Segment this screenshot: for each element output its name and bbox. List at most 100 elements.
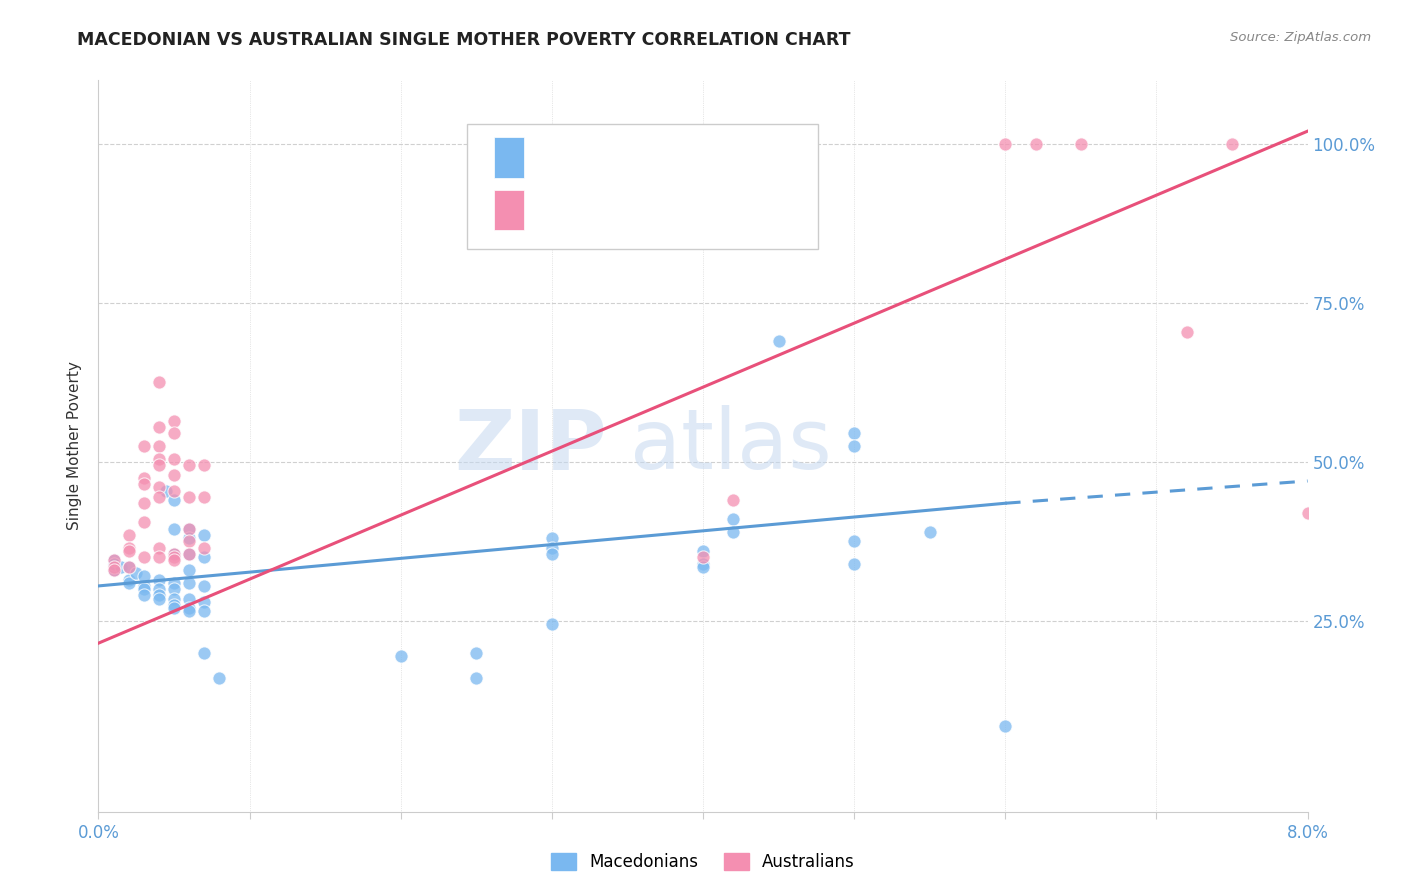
Point	[163, 467, 186, 482]
Point	[103, 553, 125, 567]
Point	[148, 480, 170, 494]
Point	[540, 547, 562, 561]
Point	[148, 573, 170, 587]
Point	[208, 671, 231, 685]
Point	[723, 512, 745, 526]
Text: Source: ZipAtlas.com: Source: ZipAtlas.com	[1230, 31, 1371, 45]
Legend: Macedonians, Australians: Macedonians, Australians	[543, 845, 863, 880]
Point	[132, 579, 155, 593]
Text: R = 0.269    N = 58: R = 0.269 N = 58	[537, 148, 700, 167]
Point	[163, 591, 186, 606]
Point	[148, 582, 170, 596]
Point	[193, 646, 215, 660]
Point	[389, 648, 412, 663]
Point	[132, 471, 155, 485]
Point	[844, 557, 866, 571]
Point	[103, 563, 125, 577]
Point	[132, 439, 155, 453]
FancyBboxPatch shape	[494, 137, 524, 178]
Point	[163, 553, 186, 567]
Point	[179, 531, 201, 545]
Point	[132, 569, 155, 583]
Point	[179, 575, 201, 590]
FancyBboxPatch shape	[494, 190, 524, 230]
Text: ZIP: ZIP	[454, 406, 606, 486]
Point	[148, 451, 170, 466]
Point	[1070, 136, 1092, 151]
Point	[844, 426, 866, 441]
Point	[540, 617, 562, 632]
Point	[179, 522, 201, 536]
Point	[540, 541, 562, 555]
Point	[163, 483, 186, 498]
Point	[692, 557, 714, 571]
Point	[179, 547, 201, 561]
Point	[163, 575, 186, 590]
Point	[844, 534, 866, 549]
Point	[132, 516, 155, 530]
Point	[125, 566, 148, 581]
Point	[193, 595, 215, 609]
Point	[179, 591, 201, 606]
Point	[163, 451, 186, 466]
Point	[148, 591, 170, 606]
Point	[193, 528, 215, 542]
Point	[132, 477, 155, 491]
Point	[692, 559, 714, 574]
Point	[155, 483, 177, 498]
Point	[132, 550, 155, 565]
Point	[465, 671, 488, 685]
Point	[193, 541, 215, 555]
Text: R = 0.739    N = 44: R = 0.739 N = 44	[537, 201, 700, 219]
Point	[1175, 325, 1198, 339]
Y-axis label: Single Mother Poverty: Single Mother Poverty	[67, 361, 83, 531]
Point	[103, 559, 125, 574]
Point	[540, 531, 562, 545]
Point	[118, 559, 141, 574]
Point	[103, 553, 125, 567]
Point	[844, 439, 866, 453]
Point	[179, 563, 201, 577]
Point	[148, 420, 170, 434]
Point	[118, 541, 141, 555]
Point	[723, 524, 745, 539]
Point	[163, 601, 186, 615]
Point	[163, 522, 186, 536]
Point	[193, 550, 215, 565]
Point	[163, 413, 186, 427]
Point	[193, 604, 215, 618]
Point	[179, 522, 201, 536]
Text: atlas: atlas	[630, 406, 832, 486]
Point	[110, 559, 132, 574]
Point	[692, 550, 714, 565]
Point	[148, 376, 170, 390]
Point	[148, 439, 170, 453]
Point	[193, 490, 215, 504]
Point	[163, 582, 186, 596]
Point	[148, 541, 170, 555]
Point	[118, 544, 141, 558]
Point	[163, 493, 186, 508]
Point	[723, 493, 745, 508]
Point	[994, 719, 1017, 733]
Point	[179, 534, 201, 549]
Point	[132, 496, 155, 510]
Point	[118, 573, 141, 587]
Point	[1220, 136, 1243, 151]
Text: MACEDONIAN VS AUSTRALIAN SINGLE MOTHER POVERTY CORRELATION CHART: MACEDONIAN VS AUSTRALIAN SINGLE MOTHER P…	[77, 31, 851, 49]
Point	[148, 458, 170, 472]
Point	[465, 646, 488, 660]
Point	[132, 589, 155, 603]
Point	[193, 458, 215, 472]
Point	[179, 458, 201, 472]
Point	[148, 589, 170, 603]
Point	[148, 490, 170, 504]
Point	[118, 575, 141, 590]
Point	[163, 426, 186, 441]
Point	[163, 547, 186, 561]
Point	[163, 550, 186, 565]
Point	[1025, 136, 1047, 151]
Point	[179, 604, 201, 618]
Point	[163, 598, 186, 612]
Point	[1296, 506, 1319, 520]
